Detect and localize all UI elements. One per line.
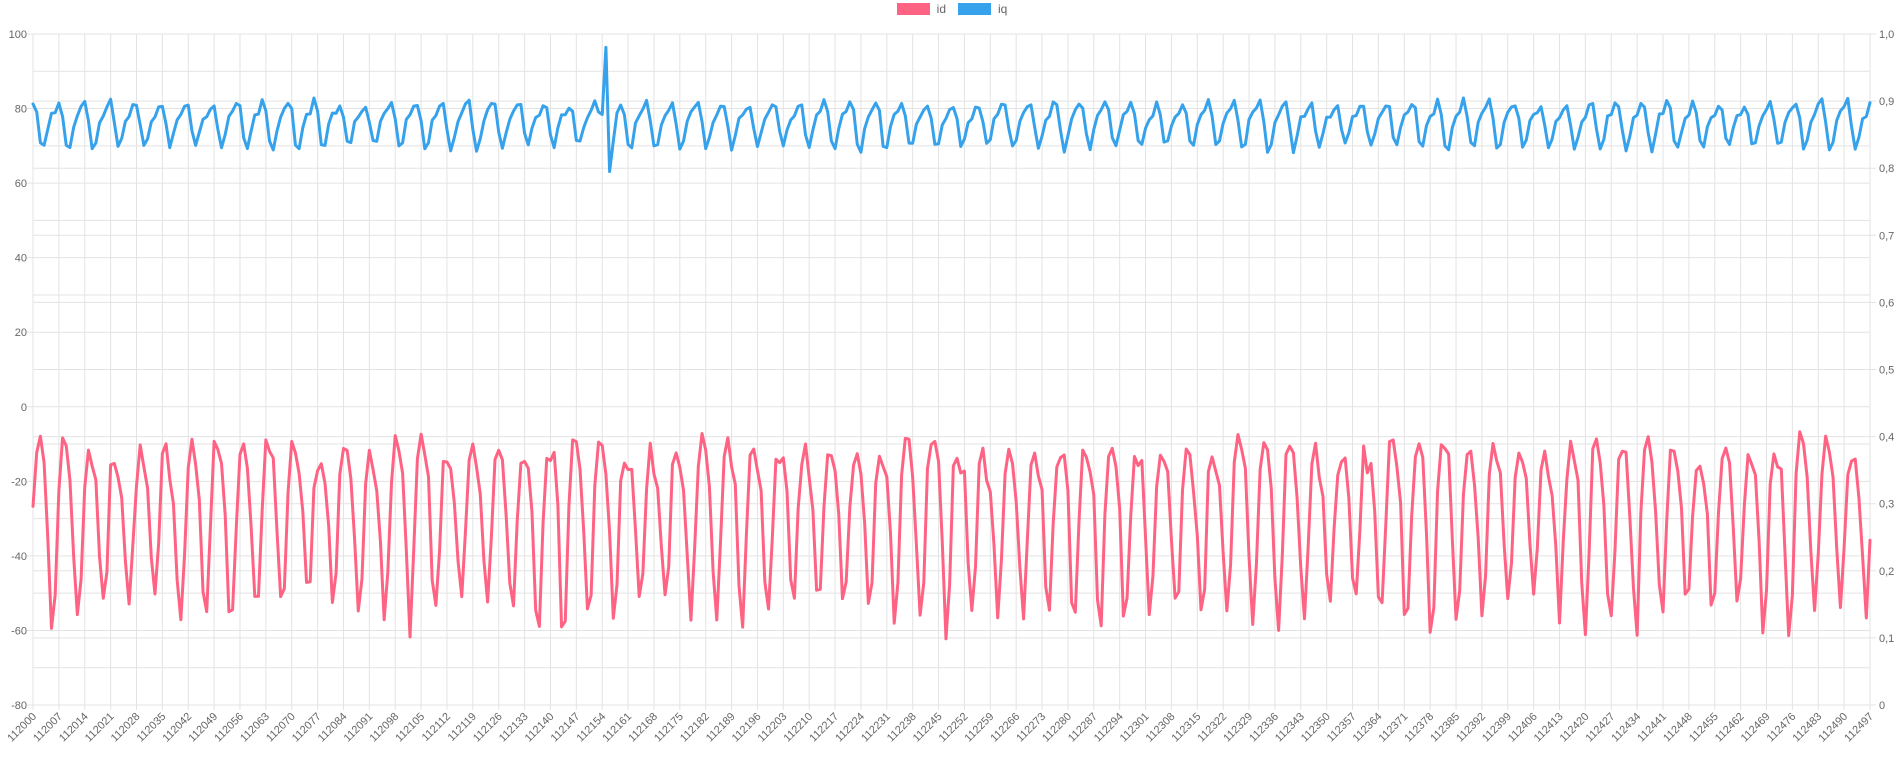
right-axis-tick-label: 1,0	[1879, 29, 1894, 41]
left-axis-tick-label: 20	[15, 327, 27, 339]
right-axis-tick-label: 0,4	[1879, 432, 1894, 444]
left-axis-tick-label: -80	[11, 700, 27, 712]
series-id-line[interactable]	[31, 430, 1872, 641]
legend-item-id[interactable]: id	[896, 2, 946, 16]
right-axis-tick-label: 0,9	[1879, 96, 1894, 108]
series-iq-line[interactable]	[31, 45, 1872, 174]
legend-item-iq[interactable]: iq	[958, 3, 1007, 15]
left-axis-tick-label: 0	[21, 402, 27, 414]
x-axis-tick-label: 112497	[1842, 711, 1876, 745]
right-axis-tick-label: 0,8	[1879, 163, 1894, 175]
right-axis-tick-label: 0,6	[1879, 297, 1894, 309]
x-axis-tick-label: 112105	[393, 711, 427, 745]
right-axis-tick-label: 0,5	[1879, 365, 1894, 377]
left-axis-tick-label: 80	[15, 104, 27, 116]
left-axis-tick-label: 60	[15, 178, 27, 190]
left-axis-tick-label: -60	[11, 625, 27, 637]
right-axis-tick-label: 0,1	[1879, 633, 1894, 645]
right-axis-tick-label: 0,2	[1879, 566, 1894, 578]
legend-label-id: id	[936, 2, 946, 16]
legend-swatch-iq	[958, 3, 991, 15]
left-axis-tick-label: 40	[15, 253, 27, 265]
right-axis-tick-label: 0,7	[1879, 230, 1894, 242]
legend-label-iq: iq	[998, 2, 1008, 16]
left-axis-tick-label: -40	[11, 551, 27, 563]
legend-swatch-id	[896, 3, 930, 15]
right-axis-tick-label: 0	[1879, 700, 1885, 712]
right-axis-tick-label: 0,3	[1879, 499, 1894, 511]
left-axis-tick-label: -20	[11, 476, 27, 488]
left-axis-tick-label: 100	[9, 29, 27, 41]
legend: id iq	[0, 3, 1904, 15]
